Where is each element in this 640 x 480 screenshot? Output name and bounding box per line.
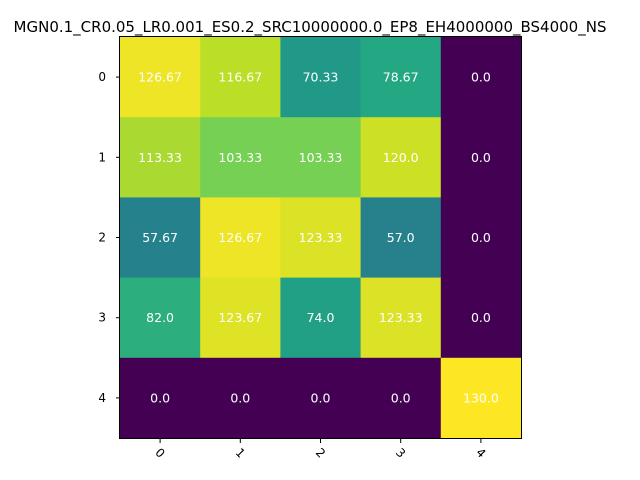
heatmap-cell-4-4	[440, 357, 522, 439]
cell-value-2-2: 123.33	[299, 230, 343, 245]
x-tick-label-4: 4	[473, 445, 488, 460]
cell-value-1-2: 103.33	[299, 150, 343, 165]
heatmap-cell-2-3	[360, 197, 442, 279]
cell-value-3-1: 123.67	[218, 310, 262, 325]
cell-value-0-0: 126.67	[138, 70, 182, 85]
cell-value-3-0: 82.0	[146, 310, 174, 325]
cell-value-3-4: 0.0	[471, 310, 491, 325]
cell-value-4-3: 0.0	[391, 390, 411, 405]
chart-title: MGN0.1_CR0.05_LR0.001_ES0.2_SRC10000000.…	[14, 18, 607, 37]
heatmap-cell-4-0	[120, 357, 201, 439]
heatmap-cell-2-1	[200, 197, 281, 279]
cell-value-3-3: 123.33	[379, 310, 423, 325]
heatmap-cell-0-2	[280, 37, 362, 118]
cell-value-4-1: 0.0	[230, 390, 250, 405]
cell-value-4-2: 0.0	[311, 390, 331, 405]
heatmap-cell-4-2	[280, 357, 362, 439]
heatmap-cell-4-1	[200, 357, 281, 439]
heatmap-cells	[120, 37, 522, 439]
cell-value-1-3: 120.0	[383, 150, 419, 165]
cell-value-2-0: 57.67	[142, 230, 178, 245]
cell-value-3-2: 74.0	[307, 310, 335, 325]
cell-value-0-4: 0.0	[471, 70, 491, 85]
heatmap-cell-1-0	[120, 117, 201, 198]
cell-value-2-3: 57.0	[387, 230, 415, 245]
y-tick-label-4: 4	[98, 391, 106, 405]
heatmap-cell-2-2	[280, 197, 362, 279]
heatmap-cell-0-1	[200, 37, 281, 118]
heatmap-cell-0-0	[120, 37, 201, 118]
cell-value-4-0: 0.0	[150, 390, 170, 405]
plot-frame	[119, 36, 522, 439]
y-tick-label-3: 3	[98, 311, 106, 325]
cell-value-1-4: 0.0	[471, 150, 491, 165]
heatmap-cell-3-4	[440, 277, 522, 359]
y-axis: 0 1 2 3 4	[98, 70, 120, 405]
cell-value-2-1: 126.67	[218, 230, 262, 245]
cell-value-0-2: 70.33	[303, 70, 339, 85]
x-tick-label-1: 1	[233, 445, 248, 460]
cell-value-0-3: 78.67	[383, 70, 419, 85]
y-tick-label-0: 0	[98, 70, 106, 84]
heatmap-cell-3-2	[280, 277, 362, 359]
cell-value-1-1: 103.33	[218, 150, 262, 165]
x-axis: 0 1 2 3 4	[152, 439, 489, 461]
x-tick-label-2: 2	[313, 445, 328, 460]
heatmap-cell-1-2	[280, 117, 362, 198]
heatmap-cell-0-3	[360, 37, 442, 118]
heatmap-cell-4-3	[360, 357, 442, 439]
x-tick-label-3: 3	[393, 445, 408, 460]
heatmap-cell-1-4	[440, 117, 522, 198]
cell-value-labels: 126.67 116.67 70.33 78.67 0.0 113.33 103.33 103…	[138, 70, 499, 406]
y-tick-label-1: 1	[98, 150, 106, 164]
heatmap-cell-3-0	[120, 277, 201, 359]
heatmap-cell-1-1	[200, 117, 281, 198]
heatmap-cell-2-0	[120, 197, 201, 279]
heatmap-cell-0-4	[440, 37, 522, 118]
x-tick-label-0: 0	[152, 445, 167, 460]
y-tick-label-2: 2	[98, 231, 106, 245]
cell-value-2-4: 0.0	[471, 230, 491, 245]
heatmap-cell-3-3	[360, 277, 442, 359]
heatmap-cell-1-3	[360, 117, 442, 198]
cell-value-0-1: 116.67	[218, 70, 262, 85]
cell-value-4-4: 130.0	[463, 390, 499, 405]
cell-value-1-0: 113.33	[138, 150, 182, 165]
heatmap-cell-3-1	[200, 277, 281, 359]
heatmap-cell-2-4	[440, 197, 522, 279]
